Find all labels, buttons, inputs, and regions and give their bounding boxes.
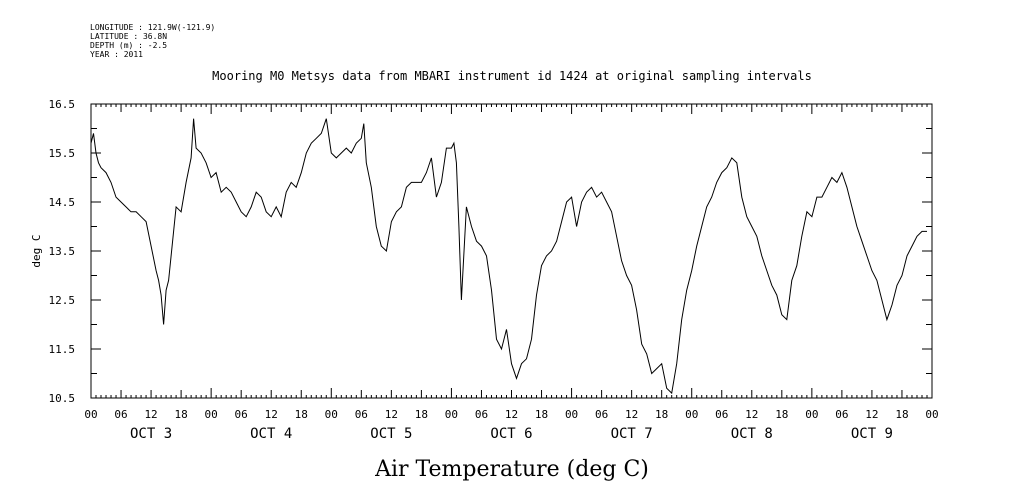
x-tick-label: 18 <box>415 408 428 421</box>
day-label: OCT 4 <box>250 426 292 442</box>
day-labels: OCT 3 OCT 4 OCT 5 OCT 6 OCT 7 OCT 8 OCT 9 <box>130 426 893 442</box>
x-tick-label: 18 <box>174 408 187 421</box>
y-tick-label: 16.5 <box>49 98 76 111</box>
plot-frame <box>90 103 933 399</box>
x-tick-label: 06 <box>715 408 728 421</box>
series-line <box>90 118 927 395</box>
chart-title: Mooring M0 Metsys data from MBARI instru… <box>212 69 812 83</box>
y-axis-label: deg C <box>30 234 43 267</box>
x-tick-label: 18 <box>655 408 668 421</box>
x-tick-label: 18 <box>895 408 908 421</box>
x-tick-label: 00 <box>205 408 218 421</box>
day-label: OCT 8 <box>731 426 773 442</box>
meta-latitude: LATITUDE : 36.8N <box>90 32 167 41</box>
meta-longitude: LONGITUDE : 121.9W(-121.9) <box>90 23 215 32</box>
x-tick-label: 00 <box>565 408 578 421</box>
x-tick-label: 12 <box>625 408 638 421</box>
x-tick-label: 12 <box>144 408 157 421</box>
y-tick-label: 13.5 <box>49 245 76 258</box>
day-label: OCT 9 <box>851 426 893 442</box>
x-tick-label: 18 <box>775 408 788 421</box>
x-tick-label: 06 <box>475 408 488 421</box>
x-tick-label: 06 <box>235 408 248 421</box>
y-tick-label: 14.5 <box>49 196 76 209</box>
x-tick-label: 12 <box>745 408 758 421</box>
x-tick-labels: 00 06 12 18 00 06 12 18 00 06 12 18 00 06 12 18 00 06 12 18… <box>84 408 938 421</box>
day-label: OCT 6 <box>490 426 532 442</box>
x-tick-label: 12 <box>265 408 278 421</box>
x-tick-label: 00 <box>84 408 97 421</box>
y-tick-labels: 10.5 11.5 12.5 13.5 14.5 15.5 16.5 <box>49 98 76 405</box>
x-tick-label: 00 <box>805 408 818 421</box>
x-tick-label: 12 <box>385 408 398 421</box>
x-tick-label: 12 <box>505 408 518 421</box>
x-tick-label: 06 <box>835 408 848 421</box>
y-tick-label: 12.5 <box>49 294 76 307</box>
x-tick-label: 06 <box>355 408 368 421</box>
axis-ticks <box>90 103 933 399</box>
x-tick-label: 12 <box>865 408 878 421</box>
day-label: OCT 3 <box>130 426 172 442</box>
x-axis-title: Air Temperature (deg C) <box>374 457 649 482</box>
meta-year: YEAR : 2011 <box>90 50 143 59</box>
x-tick-label: 06 <box>114 408 127 421</box>
metadata-block: LONGITUDE : 121.9W(-121.9) LATITUDE : 36… <box>90 23 215 59</box>
y-tick-label: 10.5 <box>49 392 76 405</box>
y-tick-label: 11.5 <box>49 343 76 356</box>
x-tick-label: 00 <box>685 408 698 421</box>
day-label: OCT 5 <box>370 426 412 442</box>
x-tick-label: 18 <box>535 408 548 421</box>
x-tick-label: 18 <box>295 408 308 421</box>
x-tick-label: 00 <box>325 408 338 421</box>
y-tick-label: 15.5 <box>49 147 76 160</box>
day-label: OCT 7 <box>611 426 653 442</box>
x-tick-label: 00 <box>925 408 938 421</box>
meta-depth: DEPTH (m) : -2.5 <box>90 41 167 50</box>
x-tick-label: 06 <box>595 408 608 421</box>
x-tick-label: 00 <box>445 408 458 421</box>
